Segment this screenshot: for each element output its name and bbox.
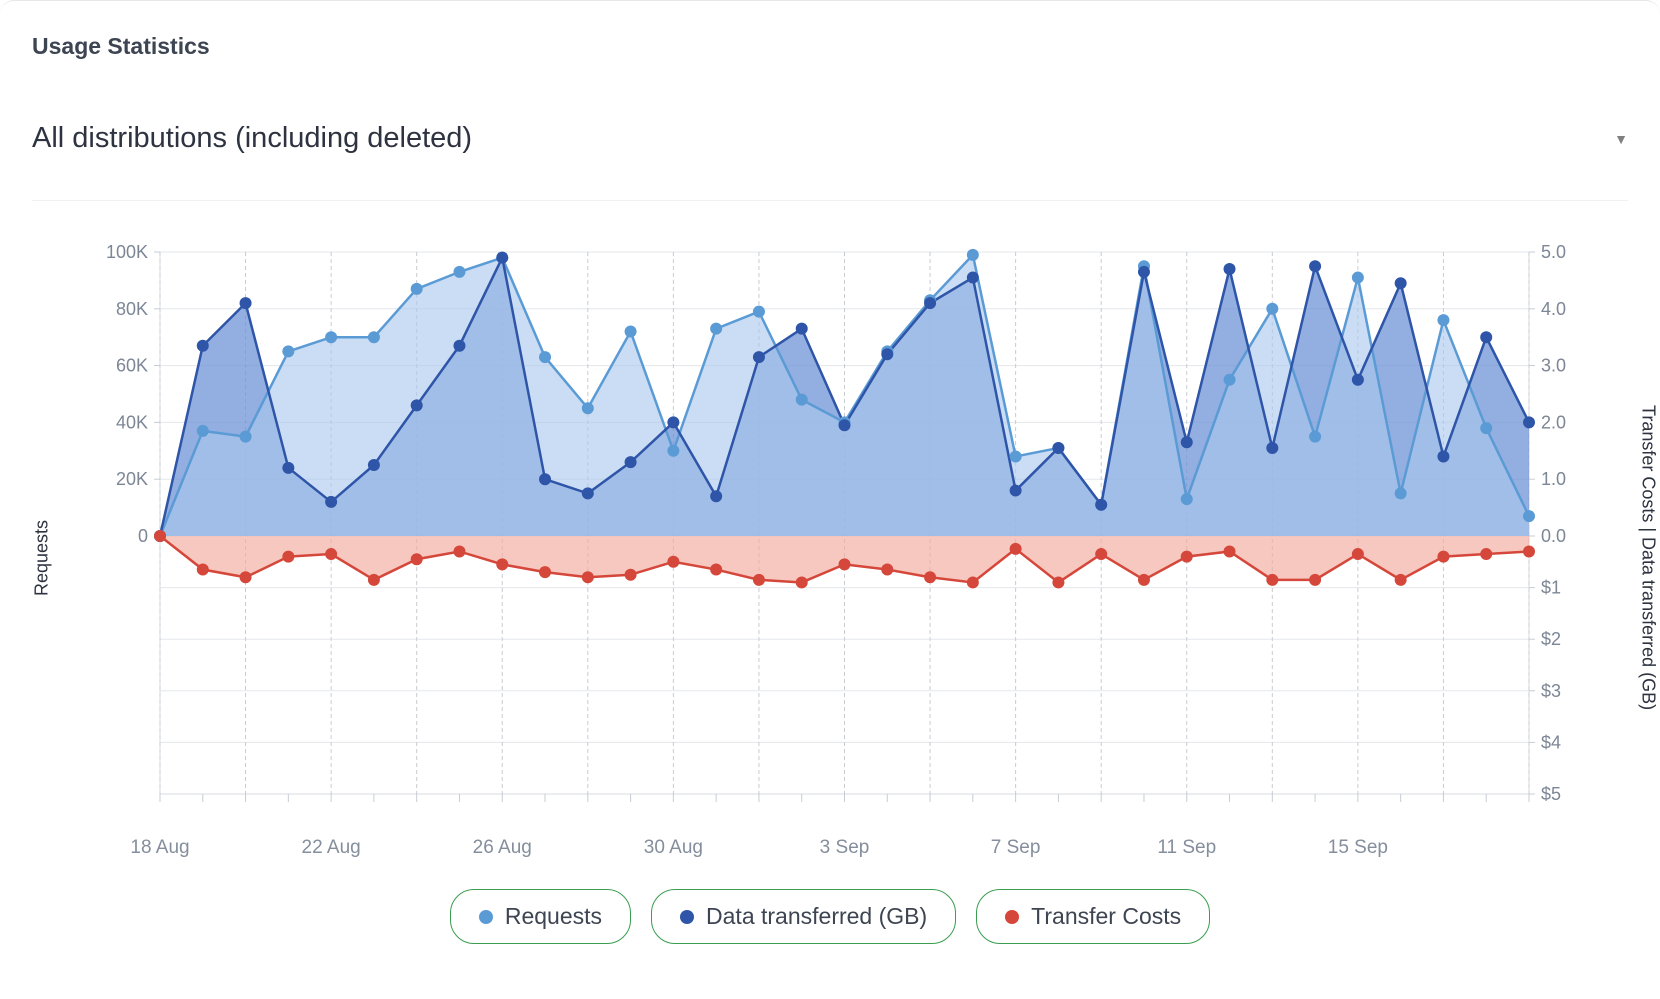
svg-text:4.0: 4.0: [1541, 299, 1566, 319]
svg-text:22 Aug: 22 Aug: [302, 837, 361, 858]
svg-text:11 Sep: 11 Sep: [1157, 837, 1216, 858]
svg-text:26 Aug: 26 Aug: [473, 837, 532, 858]
svg-text:0.0: 0.0: [1541, 526, 1566, 546]
svg-text:7 Sep: 7 Sep: [991, 837, 1041, 858]
svg-text:$4: $4: [1541, 732, 1561, 752]
svg-text:$1: $1: [1541, 578, 1561, 598]
svg-text:3.0: 3.0: [1541, 356, 1566, 376]
svg-text:18 Aug: 18 Aug: [130, 837, 189, 858]
svg-text:80K: 80K: [116, 299, 148, 319]
svg-text:30 Aug: 30 Aug: [644, 837, 703, 858]
svg-text:20K: 20K: [116, 469, 148, 489]
svg-text:5.0: 5.0: [1541, 242, 1566, 262]
svg-text:3 Sep: 3 Sep: [820, 837, 870, 858]
svg-text:15 Sep: 15 Sep: [1328, 837, 1388, 858]
svg-text:40K: 40K: [116, 412, 148, 432]
svg-text:1.0: 1.0: [1541, 469, 1566, 489]
svg-text:2.0: 2.0: [1541, 412, 1566, 432]
svg-text:60K: 60K: [116, 356, 148, 376]
svg-text:100K: 100K: [106, 242, 148, 262]
svg-text:$2: $2: [1541, 629, 1561, 649]
svg-text:$5: $5: [1541, 784, 1561, 804]
svg-text:$3: $3: [1541, 681, 1561, 701]
svg-text:0: 0: [138, 526, 148, 546]
